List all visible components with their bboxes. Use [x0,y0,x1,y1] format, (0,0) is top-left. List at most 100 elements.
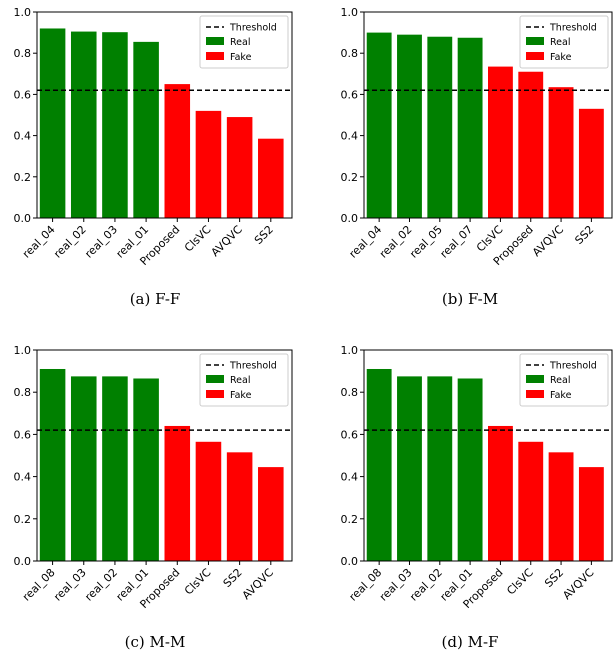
y-tick-label: 0.0 [341,212,359,225]
bar-real_07 [457,37,483,218]
bar-real_04 [366,32,392,218]
y-tick-label: 0.8 [341,386,359,399]
bar-real_01 [133,41,159,219]
bar-AVQVC [258,467,284,561]
x-tick-label: real_08 [20,566,58,604]
x-tick-label: SS2 [572,223,596,247]
subfigure-caption: (d) M-F [442,633,499,651]
bar-Proposed [518,71,544,219]
y-tick-label: 1.0 [341,344,359,357]
y-tick-label: 1.0 [14,344,32,357]
y-tick-label: 0.4 [341,130,359,143]
legend-fake-label: Fake [230,390,252,401]
x-tick-label: real_08 [347,566,385,604]
bar-real_02 [102,376,128,562]
bar-Proposed [164,84,191,218]
chart-panel-a: 0.00.20.40.60.81.0real_04real_02real_03r… [14,6,293,308]
bar-ClsVC [195,441,222,561]
y-tick-label: 0.6 [341,88,359,101]
bar-real_02 [397,34,422,218]
bar-SS2 [578,108,604,218]
x-tick-label: real_03 [82,223,120,261]
y-tick-label: 0.6 [341,428,359,441]
x-tick-label: AVQVC [560,566,596,602]
x-tick-label: real_07 [438,223,476,261]
x-tick-label: real_04 [20,223,58,261]
y-tick-label: 0.2 [341,513,359,526]
y-tick-label: 0.8 [14,386,32,399]
chart-panel-c: 0.00.20.40.60.81.0real_08real_03real_02r… [14,344,293,651]
legend-real-label: Real [230,37,250,48]
legend-real-label: Real [550,375,570,386]
legend-fake-label: Fake [550,390,572,401]
subfigure-caption: (a) F-F [130,290,181,308]
plot-frame [36,11,293,219]
y-tick-label: 0.4 [14,130,32,143]
bar-AVQVC [226,117,253,218]
legend-threshold-label: Threshold [549,361,597,372]
bar-SS2 [226,452,253,561]
bar-real_01 [457,378,483,561]
legend-threshold-label: Threshold [549,23,597,34]
x-tick-label: SS2 [542,566,566,590]
legend-real-swatch [526,375,544,383]
y-tick-label: 1.0 [341,6,359,19]
y-tick-label: 0.0 [14,555,32,568]
x-tick-label: real_02 [51,223,89,261]
bar-ClsVC [488,66,513,218]
bar-real_05 [427,36,453,218]
bar-real_03 [397,376,422,562]
legend-fake-swatch [526,52,544,60]
plot-frame [363,349,613,562]
x-tick-label: real_02 [82,566,120,604]
x-tick-label: real_05 [407,223,445,261]
bar-real_01 [133,378,159,561]
y-tick-label: 0.6 [14,88,32,101]
y-tick-label: 0.8 [14,47,32,60]
bar-ClsVC [518,441,544,561]
x-tick-label: ClsVC [182,566,214,598]
bar-real_08 [39,368,66,561]
x-tick-label: real_03 [51,566,89,604]
y-tick-label: 0.0 [341,555,359,568]
x-tick-label: real_04 [347,223,385,261]
plot-frame [36,349,293,562]
legend-real-label: Real [230,375,250,386]
x-tick-label: ClsVC [504,566,536,598]
bar-Proposed [488,425,513,561]
legend-real-swatch [206,37,224,45]
legend-fake-label: Fake [550,52,572,63]
chart-panel-b: 0.0 0.2 0.4 0.6 0.8 1.0 real_04real_02real_05r… [341,6,613,308]
bar-real_03 [70,376,97,562]
y-tick-label: 0.2 [14,513,32,526]
legend-fake-label: Fake [230,52,252,63]
x-tick-label: real_02 [407,566,445,604]
x-tick-label: SS2 [221,566,245,590]
x-tick-label: AVQVC [209,223,245,259]
x-tick-label: AVQVC [240,566,276,602]
subfigure-caption: (b) F-M [442,290,498,308]
bar-real_04 [39,28,66,219]
y-tick-label: 0.2 [14,171,32,184]
bar-SS2 [258,138,284,218]
bar-real_02 [427,376,453,562]
x-tick-label: SS2 [252,223,276,247]
chart-panel-d: 0.00.20.40.60.81.0real_08real_03real_02r… [341,344,613,651]
legend-threshold-label: Threshold [229,361,277,372]
plot-frame [363,11,613,219]
y-tick-label: 0.4 [341,471,359,484]
bar-ClsVC [195,110,222,218]
y-tick-label: 0.4 [14,471,32,484]
bar-AVQVC [578,467,604,561]
legend-fake-swatch [206,52,224,60]
y-tick-label: 0.6 [14,428,32,441]
legend-threshold-label: Threshold [229,23,277,34]
bar-SS2 [548,452,574,561]
x-tick-label: real_03 [377,566,415,604]
legend-fake-swatch [206,390,224,398]
bar-Proposed [164,425,191,561]
y-tick-label: 0.8 [341,47,359,60]
bar-real_03 [102,32,128,218]
legend-real-label: Real [550,37,570,48]
